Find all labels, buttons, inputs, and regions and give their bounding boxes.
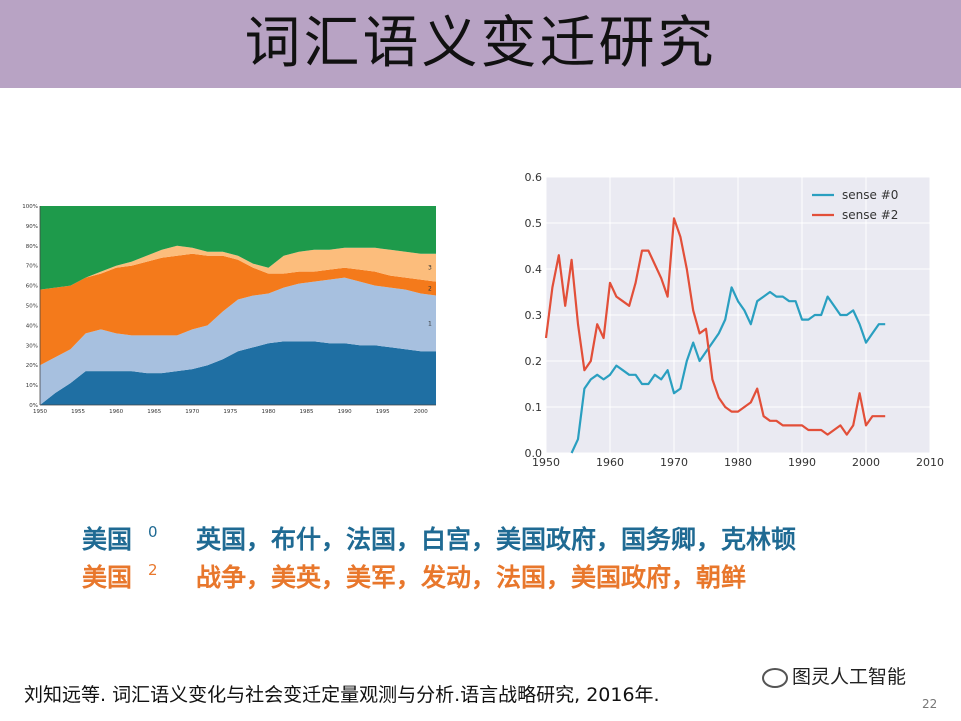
area-y-tick-label: 70% bbox=[26, 264, 38, 270]
area-x-tick-label: 1955 bbox=[71, 409, 85, 415]
area-x-tick-label: 1995 bbox=[376, 409, 390, 415]
area-y-tick-label: 100% bbox=[22, 204, 38, 210]
sense-2-label: 美国 bbox=[82, 563, 133, 592]
area-y-tick-label: 0% bbox=[29, 403, 38, 409]
line-y-tick-label: 0.3 bbox=[525, 309, 543, 322]
line-x-tick-label: 2010 bbox=[916, 456, 944, 469]
citation-footer: 刘知远等. 词汇语义变化与社会变迁定量观测与分析.语言战略研究, 2016年. bbox=[24, 684, 660, 706]
line-x-tick-label: 1980 bbox=[724, 456, 752, 469]
line-x-tick-label: 1990 bbox=[788, 456, 816, 469]
area-series-1 bbox=[40, 277, 436, 405]
line-y-tick-label: 0.4 bbox=[525, 263, 543, 276]
area-x-tick-label: 2000 bbox=[414, 409, 428, 415]
area-y-tick-label: 60% bbox=[26, 284, 38, 290]
line-y-tick-label: 0.0 bbox=[525, 447, 543, 460]
wechat-icon bbox=[762, 667, 788, 688]
line-x-tick-label: 1950 bbox=[532, 456, 560, 469]
area-y-tick-label: 90% bbox=[26, 224, 38, 230]
legend-entry: sense #0 bbox=[842, 188, 898, 202]
area-x-tick-label: 1965 bbox=[147, 409, 161, 415]
slide-title: 词汇语义变迁研究 bbox=[244, 11, 717, 76]
area-y-tick-label: 40% bbox=[26, 323, 38, 329]
line-x-tick-label: 1960 bbox=[596, 456, 624, 469]
area-y-tick-label: 20% bbox=[26, 363, 38, 369]
sense-0-label: 美国 bbox=[82, 525, 133, 554]
area-y-tick-label: 80% bbox=[26, 244, 38, 250]
line-x-tick-label: 1970 bbox=[660, 456, 688, 469]
stacked-area-chart: 0% 10% 20% 30% 40% 50% 60% 70% 80% 90% 100% 1950 195… bbox=[22, 204, 436, 415]
watermark-text: 图灵人工智能 bbox=[792, 666, 907, 688]
line-chart: 0.0 0.1 0.2 0.3 0.4 0.5 0.6 1950 1960 1970 1980 199… bbox=[525, 171, 945, 469]
area-series-4 bbox=[40, 206, 436, 290]
area-x-tick-label: 1990 bbox=[338, 409, 352, 415]
area-series-2 bbox=[40, 253, 436, 366]
sense-2-words: 战争，美英，美军，发动，法国，美国政府，朝鲜 bbox=[196, 563, 747, 592]
line-y-tick-label: 0.5 bbox=[525, 217, 543, 230]
area-x-tick-label: 1975 bbox=[223, 409, 237, 415]
area-series-label: 1 bbox=[428, 320, 432, 327]
page-number: 22 bbox=[922, 697, 938, 711]
line-x-tick-label: 2000 bbox=[852, 456, 880, 469]
watermark: 图灵人工智能 bbox=[762, 662, 906, 689]
area-x-tick-label: 1980 bbox=[261, 409, 275, 415]
sense-2-index: 2 bbox=[148, 561, 158, 579]
line-series-0 bbox=[570, 286, 886, 454]
legend-entry: sense #2 bbox=[842, 208, 898, 222]
area-series-0 bbox=[40, 341, 436, 405]
area-y-tick-label: 30% bbox=[26, 343, 38, 349]
area-x-tick-label: 1970 bbox=[185, 409, 199, 415]
area-y-tick-label: 10% bbox=[26, 383, 38, 389]
line-y-tick-label: 0.1 bbox=[525, 401, 543, 414]
line-y-tick-label: 0.6 bbox=[525, 171, 543, 184]
area-series-3 bbox=[40, 245, 436, 290]
sense-0-words: 英国，布什，法国，白宫，美国政府，国务卿，克林顿 bbox=[196, 525, 797, 554]
line-series-1 bbox=[544, 217, 886, 436]
area-series-label: 3 bbox=[428, 265, 432, 272]
sense-0-index: 0 bbox=[148, 523, 158, 541]
line-y-tick-label: 0.2 bbox=[525, 355, 543, 368]
title-bar bbox=[0, 0, 961, 88]
area-x-tick-label: 1985 bbox=[300, 409, 314, 415]
area-x-tick-label: 1960 bbox=[109, 409, 123, 415]
area-x-tick-label: 1950 bbox=[33, 409, 47, 415]
area-y-tick-label: 50% bbox=[26, 304, 38, 310]
area-series-label: 2 bbox=[428, 286, 432, 293]
